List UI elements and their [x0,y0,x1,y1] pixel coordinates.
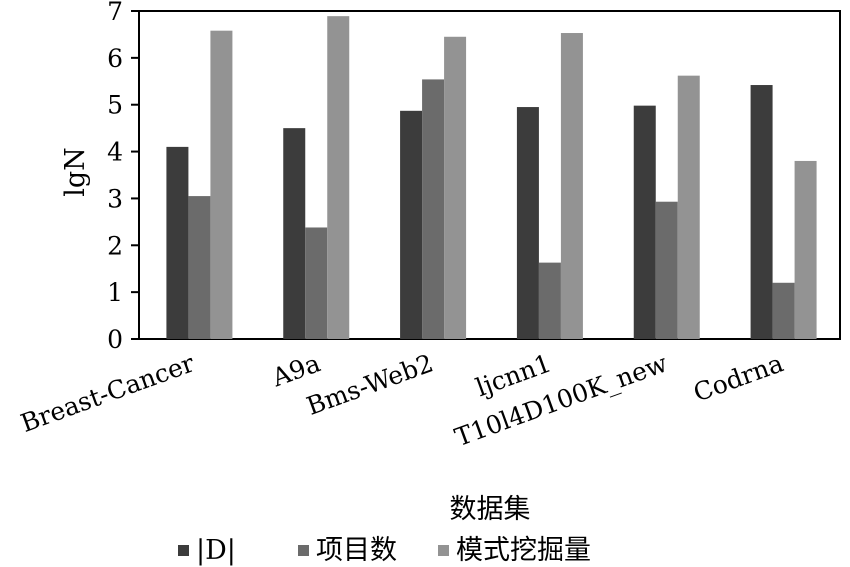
bar [677,75,700,340]
bar [750,85,773,339]
bar [305,227,328,339]
legend-label: 模式挖掘量 [456,535,591,566]
bar [516,107,539,339]
legend: |D| 项目数 模式挖掘量 [178,535,591,566]
legend-swatch [178,545,189,556]
y-tick-label: 3 [107,184,123,213]
bar [283,128,306,339]
legend-swatch [298,545,309,556]
plot-frame [138,10,841,340]
bar [422,79,445,339]
x-axis-label: 数据集 [450,494,531,525]
y-tick-label: 5 [107,91,123,120]
x-tick-label: A9a [267,348,324,392]
y-tick-label: 0 [107,325,123,354]
legend-label: |D| [196,535,236,566]
bar [772,282,795,339]
bar [400,110,423,339]
plot-area [138,10,841,340]
bar [560,33,583,339]
legend-label: 项目数 [316,535,397,566]
bar [210,30,233,340]
bar [166,146,189,339]
bar [188,196,211,339]
y-axis: 0 1 2 3 4 5 6 7 [107,0,139,354]
bar [538,262,561,339]
y-tick-label: 2 [107,231,123,260]
y-tick-label: 4 [107,138,123,167]
y-tick-label: 7 [107,0,123,26]
bar [655,201,678,339]
bar [794,160,817,339]
y-axis-label: lgN [60,147,91,197]
bar [327,16,350,339]
y-tick-label: 6 [107,44,123,73]
legend-swatch [438,545,449,556]
x-tick-label: Bms-Web2 [303,348,437,421]
x-tick-label: Codrna [690,348,788,407]
bar [444,36,467,340]
bar [633,105,656,339]
x-tick-label: Breast-Cancer [17,348,198,438]
y-tick-label: 1 [107,278,123,307]
